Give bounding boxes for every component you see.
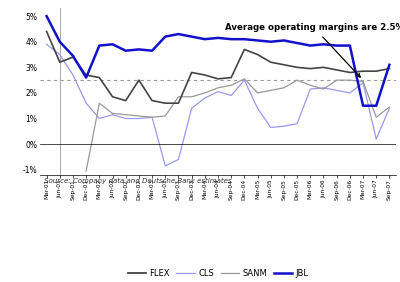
Legend: FLEX, CLS, SANM, JBL: FLEX, CLS, SANM, JBL	[124, 266, 312, 281]
Text: Average operating margins are 2.5%: Average operating margins are 2.5%	[224, 23, 400, 77]
Text: Source: Company data and Deutsche Bank estimates: Source: Company data and Deutsche Bank e…	[44, 178, 231, 184]
